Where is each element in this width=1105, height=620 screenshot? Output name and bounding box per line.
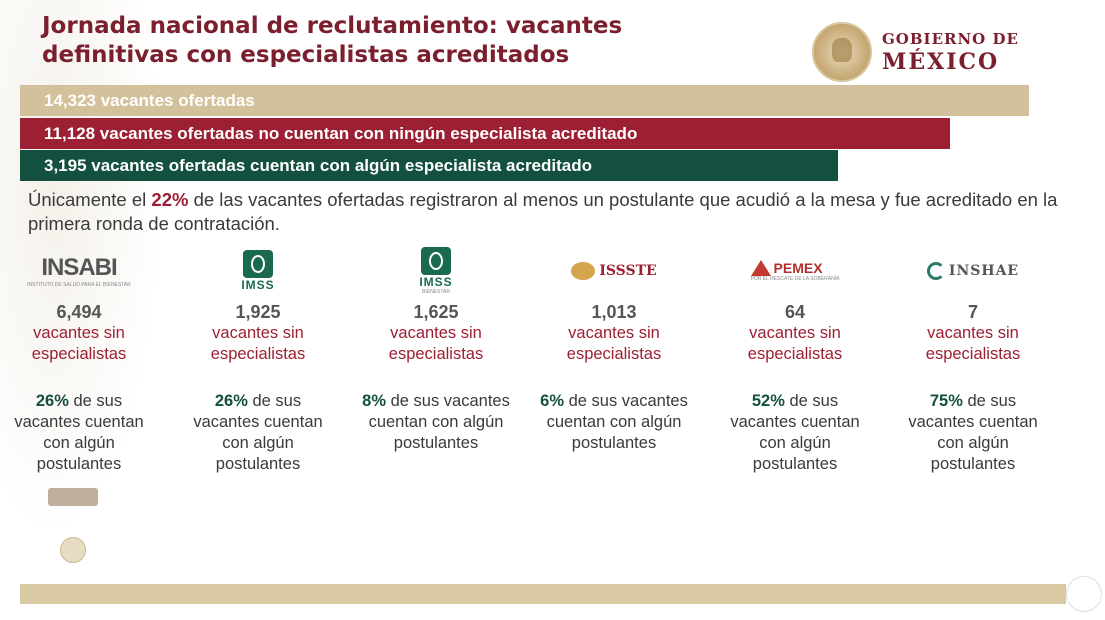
summary-text: Únicamente el 22% de las vacantes oferta… bbox=[28, 188, 1058, 236]
vacancy-count: 1,013 bbox=[591, 302, 637, 322]
vacancy-label: vacantes sin especialistas bbox=[388, 324, 484, 363]
vacancy-count: 6,494 bbox=[56, 302, 102, 322]
imss-logo: IMSS bbox=[183, 245, 333, 297]
summary-percent: 22% bbox=[151, 189, 189, 210]
institution-imss-bienestar: IMSS BIENESTAR 1,625 vacantes sin especi… bbox=[361, 245, 511, 454]
small-seal-icon bbox=[60, 537, 86, 563]
inshae-logo-text: INSHAE bbox=[948, 263, 1020, 279]
vacancy-count: 64 bbox=[784, 302, 806, 322]
applicant-percent: 75% de sus vacantes cuentan con algún po… bbox=[898, 391, 1048, 475]
percent-suffix: de sus vacantes cuentan con algún postul… bbox=[368, 392, 510, 452]
brand-line2: MÉXICO bbox=[882, 48, 1000, 75]
no-specialist-bar: 11,128 vacantes ofertadas no cuentan con… bbox=[20, 118, 950, 149]
percent-suffix: de sus vacantes cuentan con algún postul… bbox=[193, 392, 323, 473]
percent-suffix: de sus vacantes cuentan con algún postul… bbox=[908, 392, 1038, 473]
percent-value: 8% bbox=[362, 392, 387, 410]
page-title: Jornada nacional de reclutamiento: vacan… bbox=[42, 13, 623, 68]
percent-value: 26% bbox=[35, 392, 69, 410]
summary-before: Únicamente el bbox=[28, 189, 152, 210]
applicant-percent: 26% de sus vacantes cuentan con algún po… bbox=[4, 391, 154, 475]
insabi-logo-caption: INSTITUTO DE SALUD PARA EL BIENESTAR bbox=[27, 282, 131, 288]
applicant-percent: 6% de sus vacantes cuentan con algún pos… bbox=[539, 391, 689, 454]
pemex-caption: POR EL RESCATE DE LA SOBERANÍA bbox=[750, 276, 840, 282]
imss-eagle-icon bbox=[243, 250, 273, 278]
pemex-eagle-icon bbox=[750, 260, 771, 276]
vacancy-label: vacantes sin especialistas bbox=[210, 324, 306, 363]
applicant-percent: 8% de sus vacantes cuentan con algún pos… bbox=[361, 391, 511, 454]
vacancy-label: vacantes sin especialistas bbox=[566, 324, 662, 363]
imss-bienestar-caption: BIENESTAR bbox=[422, 289, 450, 295]
applicant-percent: 26% de sus vacantes cuentan con algún po… bbox=[183, 391, 333, 475]
issste-logo-text: ISSSTE bbox=[599, 263, 657, 279]
vacancy-count: 7 bbox=[967, 302, 978, 322]
institution-inshae: INSHAE 7 vacantes sin especialistas 75% … bbox=[898, 245, 1048, 475]
percent-value: 52% bbox=[751, 392, 785, 410]
with-specialist-bar: 3,195 vacantes ofertadas cuentan con alg… bbox=[20, 150, 838, 181]
vacancy-count: 1,625 bbox=[413, 302, 459, 322]
imss-bienestar-logo-text: IMSS bbox=[419, 275, 453, 289]
vacancy-label: vacantes sin especialistas bbox=[747, 324, 843, 363]
brand-line1: GOBIERNO DE bbox=[882, 29, 1019, 48]
corner-badge-icon bbox=[1066, 576, 1102, 612]
institution-insabi: INSABI INSTITUTO DE SALUD PARA EL BIENES… bbox=[4, 245, 154, 475]
institution-issste: ISSSTE 1,013 vacantes sin especialistas … bbox=[539, 245, 689, 454]
issste-emblem-icon bbox=[571, 262, 596, 280]
percent-suffix: de sus vacantes cuentan con algún postul… bbox=[546, 392, 688, 452]
vacancy-count: 1,925 bbox=[235, 302, 281, 322]
decorative-ornament bbox=[48, 488, 98, 506]
applicant-percent: 52% de sus vacantes cuentan con algún po… bbox=[720, 391, 870, 475]
imss-bienestar-logo: IMSS BIENESTAR bbox=[361, 245, 511, 297]
pemex-logo: PEMEX POR EL RESCATE DE LA SOBERANÍA bbox=[720, 245, 870, 297]
vacancy-label: vacantes sin especialistas bbox=[31, 324, 127, 363]
gobierno-mexico-logo: GOBIERNO DE MÉXICO bbox=[812, 22, 1019, 82]
percent-suffix: de sus vacantes cuentan con algún postul… bbox=[14, 392, 144, 473]
imss-logo-text: IMSS bbox=[241, 278, 275, 292]
percent-suffix: de sus vacantes cuentan con algún postul… bbox=[730, 392, 860, 473]
summary-after: de las vacantes ofertadas registraron al… bbox=[28, 189, 1058, 234]
footer-bar bbox=[20, 584, 1066, 604]
percent-value: 75% bbox=[929, 392, 963, 410]
inshae-emblem-icon bbox=[926, 262, 945, 280]
imss-eagle-icon bbox=[421, 247, 451, 275]
percent-value: 26% bbox=[214, 392, 248, 410]
institution-pemex: PEMEX POR EL RESCATE DE LA SOBERANÍA 64 … bbox=[720, 245, 870, 475]
total-vacancies-bar: 14,323 vacantes ofertadas bbox=[20, 85, 1029, 116]
insabi-logo-text: INSABI bbox=[41, 254, 117, 281]
institution-imss: IMSS 1,925 vacantes sin especialistas 26… bbox=[183, 245, 333, 475]
inshae-logo: INSHAE bbox=[898, 245, 1048, 297]
pemex-logo-text: PEMEX bbox=[773, 260, 823, 276]
vacancy-label: vacantes sin especialistas bbox=[925, 324, 1021, 363]
insabi-logo: INSABI INSTITUTO DE SALUD PARA EL BIENES… bbox=[4, 245, 154, 297]
issste-logo: ISSSTE bbox=[539, 245, 689, 297]
national-seal-icon bbox=[812, 22, 872, 82]
percent-value: 6% bbox=[540, 392, 565, 410]
